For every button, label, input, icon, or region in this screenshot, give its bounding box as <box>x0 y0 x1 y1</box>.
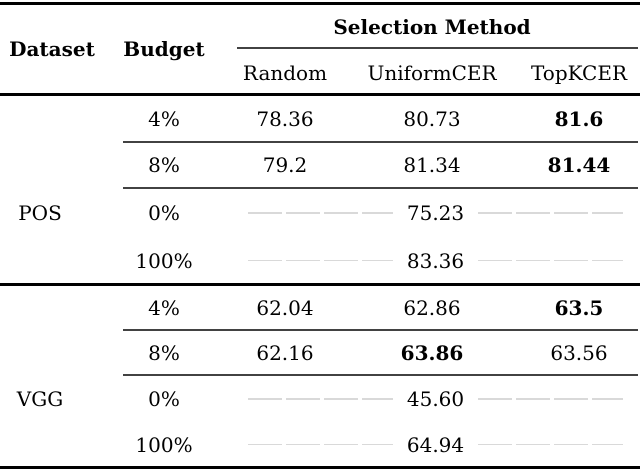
metric-cell: 81.34 <box>403 153 461 177</box>
budget-cell: 100% <box>135 432 193 457</box>
metric-cell: 80.73 <box>403 107 461 131</box>
dash-leader <box>478 398 624 400</box>
dash-leader <box>248 443 393 446</box>
budget-cell: 4% <box>148 107 180 131</box>
dash-leader <box>248 398 393 400</box>
metric-cell-best: 63.5 <box>554 296 604 320</box>
selection-method-underline <box>237 47 638 49</box>
dash-leader <box>478 212 624 214</box>
metric-cell: 79.2 <box>262 153 308 177</box>
metric-cell: 63.56 <box>550 340 608 365</box>
row-divider <box>123 374 638 376</box>
dash-leader <box>478 443 624 446</box>
dash-leader <box>248 259 393 262</box>
header-bottom-rule <box>0 93 640 96</box>
method-header-uniformcer: UniformCER <box>367 61 497 85</box>
metric-cell: 62.16 <box>256 340 314 365</box>
dataset-column-header: Dataset <box>9 37 95 61</box>
merged-metric-cell: 64.94 <box>224 423 640 466</box>
row-divider <box>123 187 638 189</box>
section-divider-rule <box>0 283 640 286</box>
budget-cell: 4% <box>148 296 180 320</box>
budget-cell: 0% <box>148 387 180 411</box>
top-rule <box>0 2 640 5</box>
merged-metric-value: 64.94 <box>406 432 465 457</box>
dataset-label-pos: POS <box>18 201 62 225</box>
budget-column-header: Budget <box>123 37 205 61</box>
row-divider <box>123 329 638 331</box>
metric-cell: 78.36 <box>256 107 314 131</box>
selection-method-header: Selection Method <box>333 14 531 39</box>
merged-metric-cell: 83.36 <box>224 238 640 283</box>
merged-metric-value: 45.60 <box>406 387 465 411</box>
dataset-label-vgg: VGG <box>16 387 64 411</box>
bottom-rule <box>0 466 640 469</box>
row-divider <box>123 141 638 143</box>
metric-cell-best: 81.44 <box>547 153 611 177</box>
merged-metric-cell: 75.23 <box>224 188 640 238</box>
budget-cell: 8% <box>148 153 180 177</box>
metric-cell-best: 63.86 <box>400 340 464 365</box>
metric-cell-best: 81.6 <box>554 107 604 131</box>
metric-cell: 62.04 <box>256 296 314 320</box>
budget-cell: 100% <box>135 248 193 273</box>
table-grid: Dataset Budget Selection Method Random U… <box>0 5 640 466</box>
budget-cell: 0% <box>148 201 180 225</box>
metric-cell: 62.86 <box>403 296 461 320</box>
merged-metric-cell: 45.60 <box>224 375 640 423</box>
budget-cell: 8% <box>148 340 180 365</box>
method-header-topkcer: TopKCER <box>531 61 627 85</box>
dash-leader <box>248 212 393 214</box>
dash-leader <box>478 259 624 262</box>
merged-metric-value: 75.23 <box>406 201 465 225</box>
merged-metric-value: 83.36 <box>406 248 465 273</box>
method-header-random: Random <box>242 61 328 85</box>
